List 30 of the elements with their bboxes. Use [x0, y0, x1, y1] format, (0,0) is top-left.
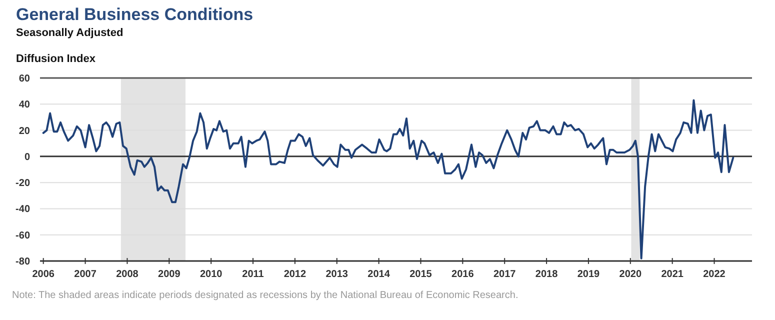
text: Note: The shaded areas indicate periods designated as recessions by the National Bureau of Economic Research. [12, 290, 518, 301]
x-tick-label: 2016 [452, 269, 474, 280]
x-tick-label: 2006 [32, 269, 55, 280]
chart-subtitle: Seasonally Adjusted [16, 27, 124, 39]
x-tick-label: 2012 [284, 269, 307, 280]
x-tick-label: 2011 [242, 269, 264, 280]
y-tick-label: -20 [16, 178, 30, 190]
x-tick-label: 2021 [661, 269, 684, 280]
x-tick-label: 2013 [326, 269, 348, 280]
x-tick-label: 2015 [410, 269, 432, 280]
x-tick-label: 2008 [116, 269, 139, 280]
y-tick-label: 40 [18, 100, 30, 111]
x-tick-label: 2017 [493, 269, 516, 280]
line-series [42, 99, 734, 260]
x-tick-label: 2009 [158, 269, 181, 280]
y-axis-title: Diffusion Index [16, 53, 96, 65]
x-tick-label: 2020 [619, 269, 642, 280]
x-tick-label: 2010 [200, 269, 223, 280]
x-tick-label: 2022 [703, 269, 726, 280]
y-tick-label: -80 [16, 256, 30, 268]
x-tick-label: 2014 [368, 269, 390, 280]
chart-title: General Business Conditions [16, 5, 254, 24]
x-tick-label: 2019 [577, 269, 600, 280]
y-tick-label: 0 [24, 152, 30, 163]
x-tick-label: 2007 [74, 269, 97, 280]
x-tick-label: 2018 [535, 269, 558, 280]
y-tick-label: -60 [16, 230, 30, 242]
y-tick-label: 60 [18, 74, 30, 84]
y-tick-label: 20 [18, 126, 30, 137]
y-tick-label: -40 [16, 204, 30, 216]
